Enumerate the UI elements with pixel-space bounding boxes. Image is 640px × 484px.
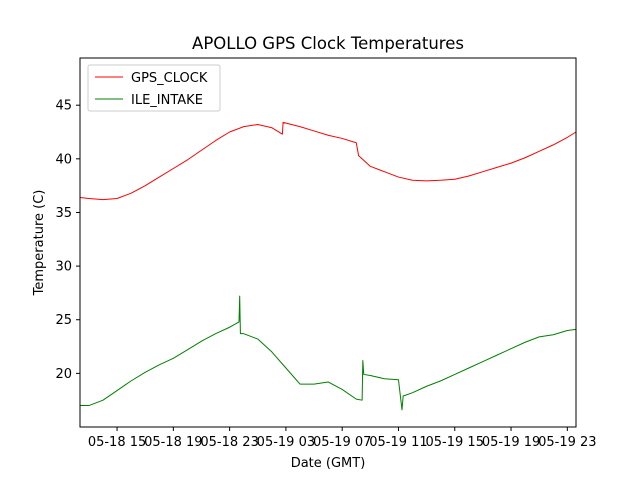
x-tick-label: 05-19 19 [482, 435, 540, 450]
x-tick-label: 05-18 23 [200, 435, 258, 450]
x-tick-label: 05-19 23 [538, 435, 596, 450]
series-line-ile-intake [80, 295, 577, 411]
legend-label-gps-clock: GPS_CLOCK [131, 71, 208, 86]
x-tick-label: 05-18 19 [144, 435, 202, 450]
x-axis-label: Date (GMT) [291, 456, 366, 471]
x-tick-label: 05-19 11 [369, 435, 427, 450]
legend-label-ile-intake: ILE_INTAKE [131, 93, 203, 108]
plot-frame [79, 57, 577, 428]
y-tick-label: 45 [55, 99, 72, 114]
x-tick-label: 05-19 03 [257, 435, 315, 450]
series-line-gps-clock [79, 121, 577, 201]
series-layer [79, 121, 577, 411]
y-tick-label: 40 [55, 152, 72, 167]
legend: GPS_CLOCK ILE_INTAKE [87, 64, 221, 112]
y-tick-label: 30 [55, 260, 72, 275]
x-tick-label: 05-19 15 [426, 435, 484, 450]
y-tick-label: 25 [55, 313, 72, 328]
plot-area [80, 58, 576, 427]
y-axis-ticks: 20 25 30 35 40 45 [55, 99, 80, 382]
y-axis-label: Temperature (C) [32, 190, 47, 297]
x-tick-label: 05-18 15 [88, 435, 146, 450]
y-tick-label: 35 [55, 206, 72, 221]
chart-title: APOLLO GPS Clock Temperatures [192, 34, 464, 53]
x-tick-label: 05-19 07 [313, 435, 371, 450]
y-tick-label: 20 [55, 367, 72, 382]
